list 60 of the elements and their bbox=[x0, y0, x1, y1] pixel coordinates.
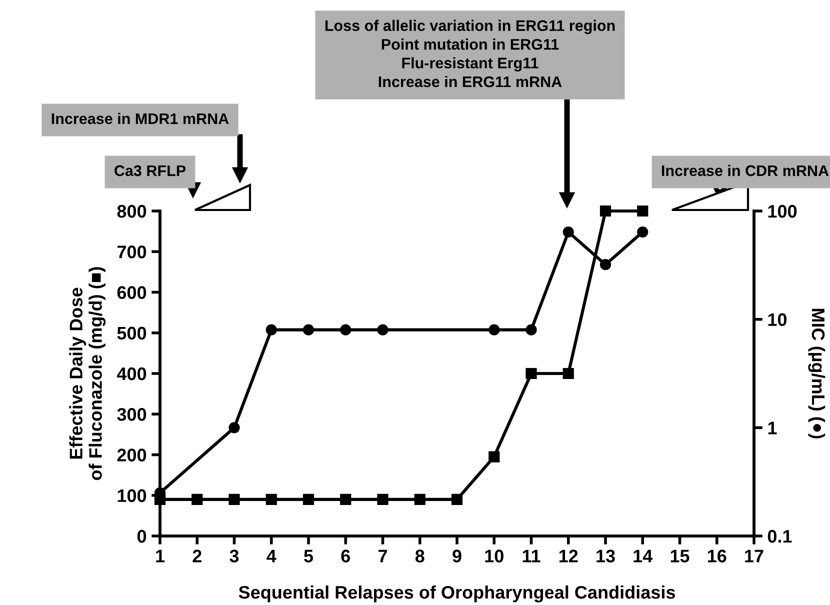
y2-tick-label: 1 bbox=[768, 422, 777, 434]
point bbox=[600, 259, 612, 270]
x-tick-label: 11 bbox=[522, 550, 540, 562]
point bbox=[302, 324, 314, 336]
y2-axis-title: MIC (µg/mL) (●) bbox=[808, 308, 826, 438]
point bbox=[526, 324, 537, 336]
y-tick-label: 700 bbox=[117, 246, 146, 258]
point bbox=[526, 368, 537, 380]
text: Increase in MDR1 mRNA bbox=[52, 112, 229, 124]
x-tick-label: 8 bbox=[415, 550, 424, 562]
y2-tick-label: 0.1 bbox=[768, 530, 792, 543]
x-tick-label: 16 bbox=[708, 550, 726, 562]
point bbox=[600, 205, 612, 217]
x-tick-label: 5 bbox=[304, 550, 314, 562]
point bbox=[488, 324, 500, 336]
x-tick-label: 17 bbox=[745, 550, 764, 562]
y-tick-label: 100 bbox=[118, 489, 146, 502]
y-tick-label: 400 bbox=[116, 367, 146, 380]
point bbox=[637, 205, 648, 217]
x-tick-label: 14 bbox=[634, 550, 653, 562]
x-tick-label: 10 bbox=[485, 550, 504, 562]
point bbox=[488, 451, 500, 462]
y-axis-title: Effective Daily Dose of Fluconazole (mg/d) (■) bbox=[69, 267, 106, 480]
y-tick-label: 800 bbox=[117, 204, 146, 218]
y-tick-label: 500 bbox=[117, 326, 146, 340]
text: Increase in CDR mRNA bbox=[662, 164, 829, 176]
y-tick-label: 200 bbox=[117, 448, 146, 462]
y2-tick-label: 10 bbox=[768, 313, 787, 326]
point bbox=[377, 324, 388, 336]
x-tick-label: 4 bbox=[266, 550, 276, 562]
x-tick-label: 6 bbox=[341, 550, 350, 562]
point bbox=[228, 494, 240, 505]
y-tick-label: 0 bbox=[137, 530, 146, 543]
point bbox=[340, 324, 352, 336]
x-tick-label: 15 bbox=[670, 550, 690, 562]
x-tick-label: 12 bbox=[559, 550, 578, 562]
point bbox=[340, 494, 352, 505]
point bbox=[302, 494, 314, 505]
text: Ca3 RFLP bbox=[114, 165, 186, 176]
point bbox=[562, 368, 574, 380]
y2-tick-label: 100 bbox=[768, 204, 797, 218]
x-tick-label: 3 bbox=[230, 550, 239, 562]
point bbox=[377, 494, 388, 505]
x-tick-label: 1 bbox=[156, 550, 165, 562]
point bbox=[562, 226, 574, 238]
y-tick-label: 300 bbox=[117, 408, 146, 421]
x-tick-label: 7 bbox=[378, 550, 387, 562]
point bbox=[266, 324, 277, 336]
x-tick-label: 9 bbox=[452, 550, 462, 562]
x-tick-label: 2 bbox=[192, 550, 202, 562]
point bbox=[228, 422, 240, 434]
x-tick-label: 13 bbox=[596, 550, 615, 562]
point bbox=[637, 226, 648, 238]
text: Loss of allelic variation in ERG11 region Point mutation in ERG11 Flu-resistant Erg11 Increase in ERG11 mRNA bbox=[325, 20, 615, 88]
point bbox=[414, 494, 426, 505]
y-tick-label: 600 bbox=[117, 286, 146, 299]
x-axis-title: Sequential Relapses of Oropharyngeal Candidiasis bbox=[238, 585, 676, 602]
point bbox=[451, 494, 463, 505]
point bbox=[192, 494, 203, 505]
point bbox=[266, 494, 277, 505]
